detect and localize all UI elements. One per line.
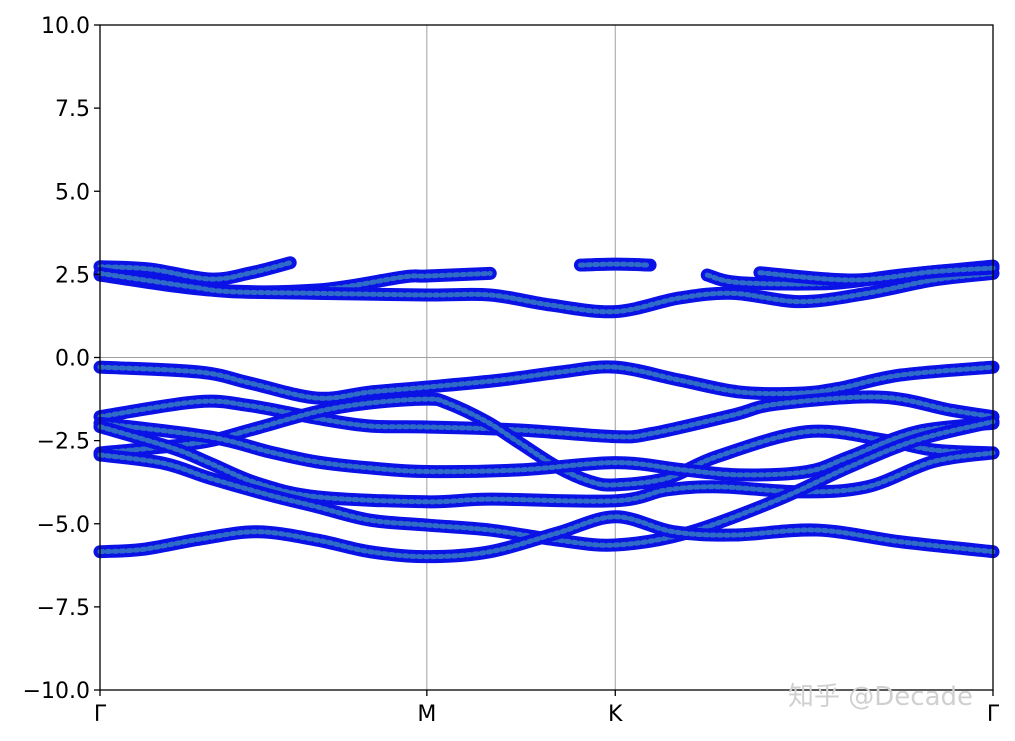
band-7 (93, 510, 1000, 564)
band-10 (93, 266, 1000, 319)
y-axis: 10.0 7.5 5.0 2.5 0.0 −2.5 −5.0 −7.5 −10.0 (23, 14, 100, 704)
band-markers (97, 396, 996, 488)
x-tick-label: Γ (987, 702, 1000, 727)
band-markers (97, 394, 996, 440)
band-11 (573, 257, 657, 272)
band-markers (97, 364, 996, 401)
band-13 (753, 261, 1000, 287)
band-markers (577, 261, 653, 268)
y-tick-label: −10.0 (23, 679, 90, 704)
band-markers (97, 420, 996, 478)
x-tick-label: K (608, 702, 623, 727)
band-2 (93, 390, 1000, 444)
band-markers (97, 419, 996, 548)
band-6 (93, 415, 1000, 552)
band-5 (93, 420, 1000, 509)
x-tick-label: Γ (94, 702, 107, 727)
watermark: 知乎 @Decade (788, 682, 974, 712)
x-tick-label: M (417, 702, 436, 727)
y-tick-label: −2.5 (37, 430, 90, 455)
band-markers (97, 424, 996, 505)
band-4 (93, 416, 1000, 482)
band-markers (757, 265, 996, 283)
y-tick-label: −7.5 (37, 596, 90, 621)
y-tick-label: 2.5 (55, 263, 90, 288)
band-9 (93, 256, 297, 286)
band-markers (97, 260, 293, 282)
y-tick-label: 10.0 (41, 14, 90, 39)
y-tick-label: 0.0 (55, 347, 90, 372)
band-markers (97, 270, 996, 315)
band-1 (93, 360, 1000, 405)
y-tick-label: 7.5 (55, 97, 90, 122)
y-tick-label: −5.0 (37, 513, 90, 538)
bands (93, 256, 1000, 564)
y-tick-label: 5.0 (55, 180, 90, 205)
grid-lines (100, 25, 993, 690)
band-3 (93, 392, 1000, 492)
band-markers (97, 514, 996, 560)
